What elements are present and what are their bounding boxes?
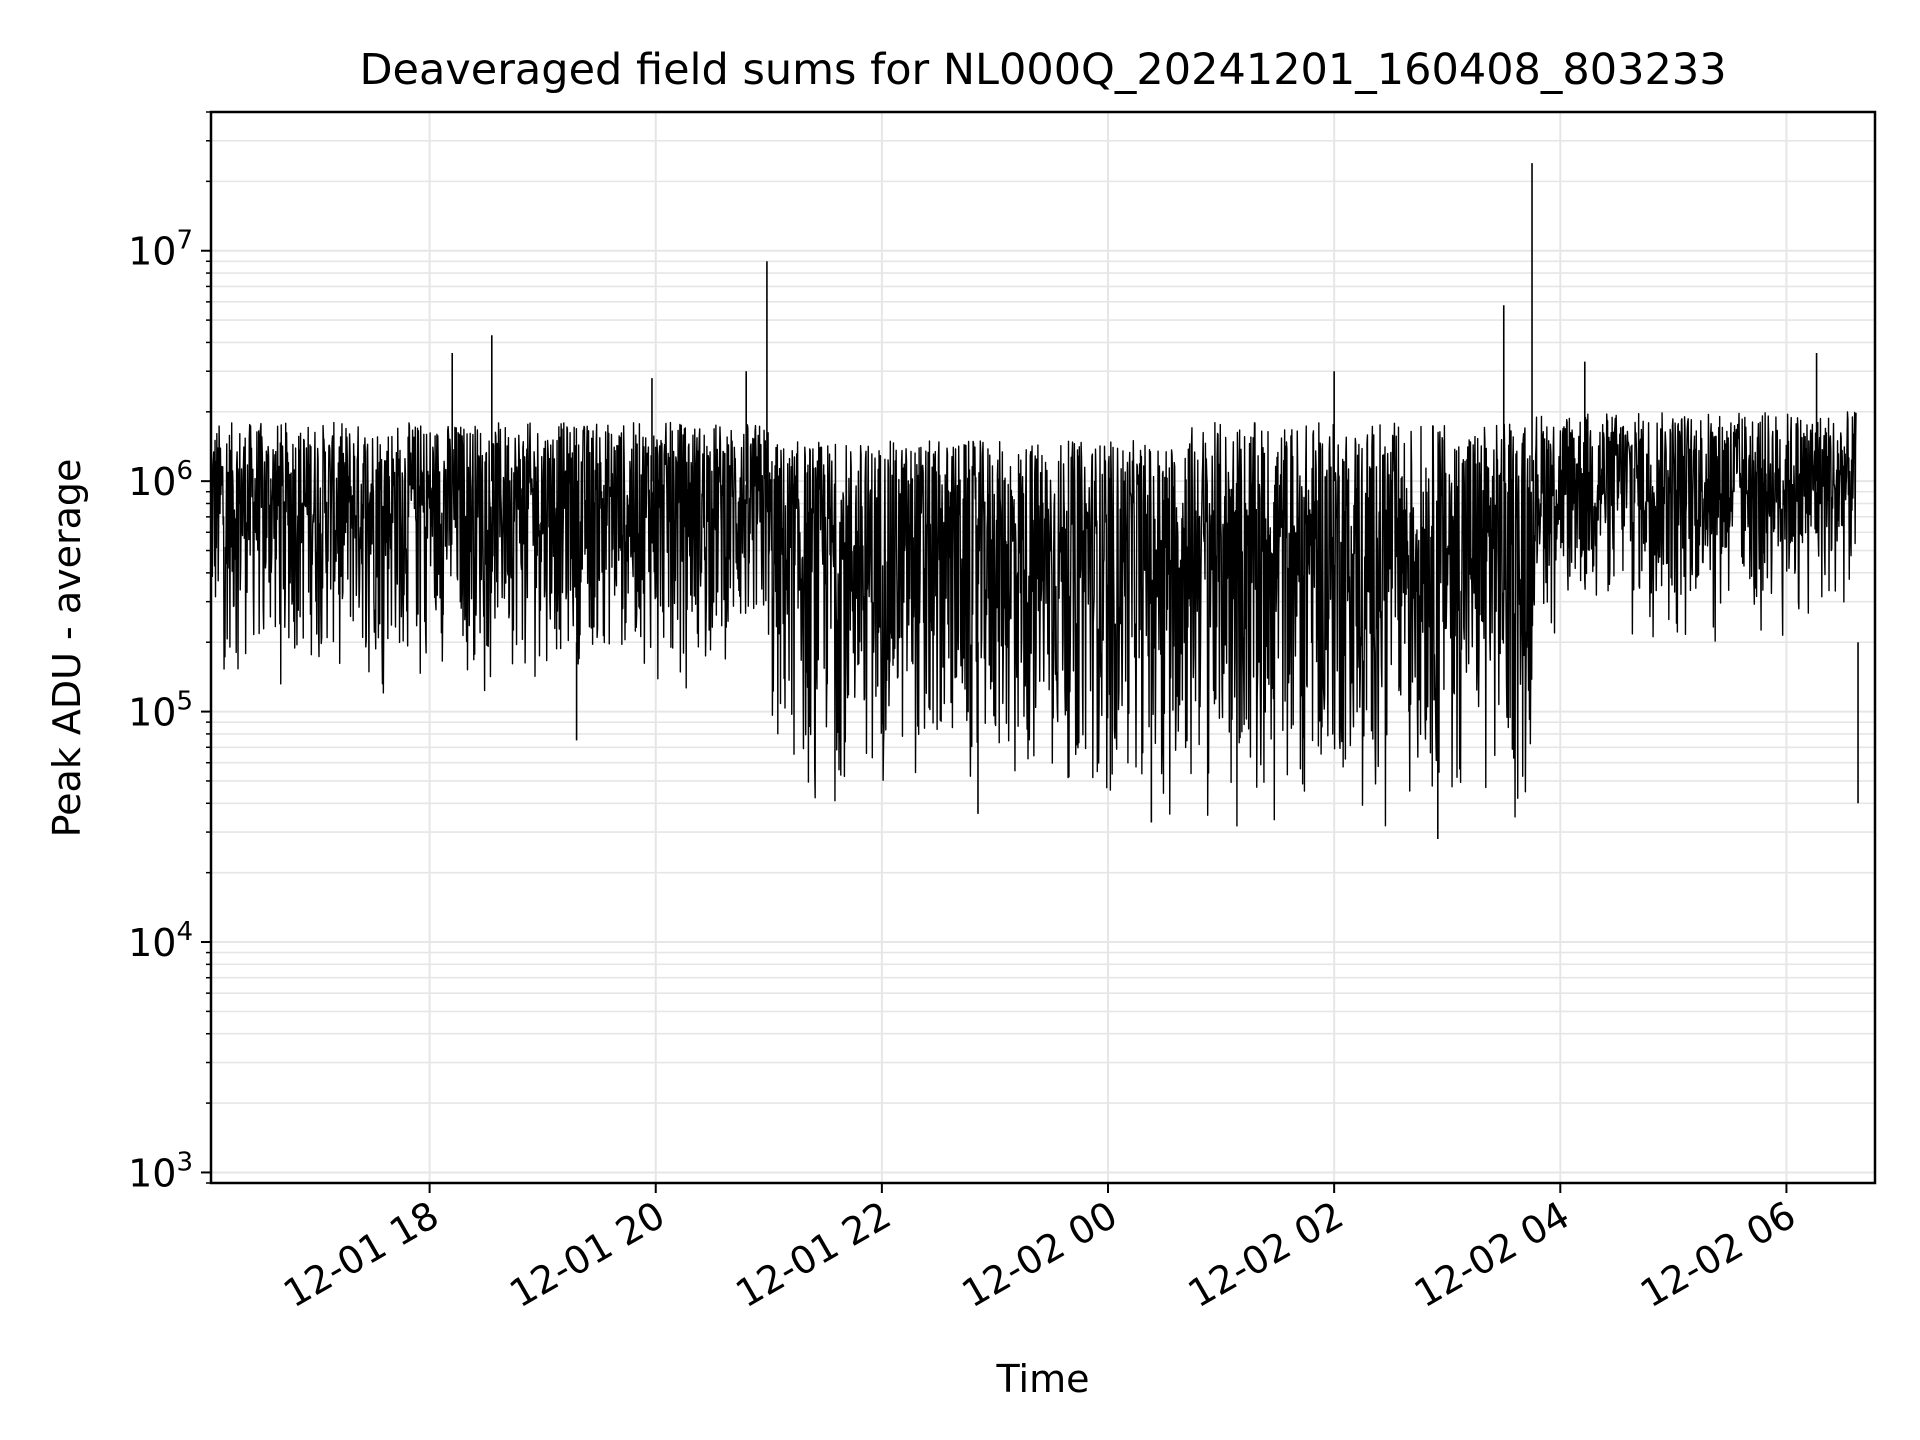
plot-frame <box>209 110 1877 1185</box>
y-axis-label: Peak ADU - average <box>45 459 89 838</box>
y-tick-label: 107 <box>128 226 193 274</box>
y-tick-label: 104 <box>128 917 193 965</box>
y-tick-label: 105 <box>128 687 193 735</box>
chart-title: Deaveraged field sums for NL000Q_2024120… <box>359 45 1726 95</box>
data-series-line <box>210 411 1857 827</box>
y-tick-label: 103 <box>128 1147 193 1195</box>
y-tick-label: 106 <box>128 456 193 504</box>
x-axis-label: Time <box>996 1357 1090 1401</box>
